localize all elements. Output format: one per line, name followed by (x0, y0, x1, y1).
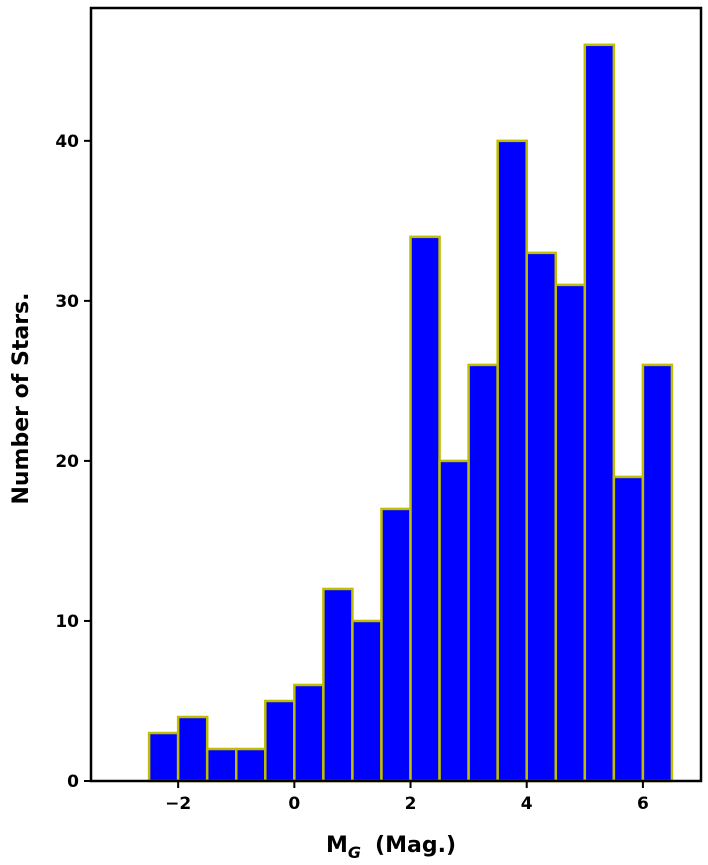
histogram-bar (583, 43, 616, 783)
histogram-bar (641, 363, 674, 783)
histogram-bar (322, 587, 354, 783)
histogram-bar (525, 251, 558, 783)
histogram-bar (380, 507, 412, 783)
x-tick-label: 0 (288, 794, 300, 814)
histogram-bar (496, 139, 528, 783)
histogram-bar (264, 699, 296, 783)
histogram-bar (147, 731, 180, 783)
y-tick-label: 10 (55, 612, 79, 632)
x-ticks: −2 0 2 4 6 (165, 781, 649, 814)
y-axis-label: Number of Stars. (9, 292, 34, 504)
x-tick-label: 6 (637, 794, 649, 814)
histogram-bar (612, 475, 645, 783)
histogram-bar (409, 235, 441, 783)
x-tick-label: 4 (521, 794, 533, 814)
x-axis-label: MG (Mag.) (326, 833, 456, 862)
y-tick-label: 30 (55, 292, 79, 312)
x-axis-label-units: (Mag.) (375, 833, 456, 858)
histogram-bar (467, 363, 499, 783)
histogram-bar (554, 283, 587, 783)
x-tick-label: −2 (165, 794, 191, 814)
histogram-bar (438, 459, 470, 783)
x-axis-label-subscript: G (348, 843, 361, 862)
y-tick-label: 0 (67, 772, 79, 792)
x-tick-label: 2 (405, 794, 417, 814)
y-tick-label: 20 (55, 452, 79, 472)
bars-group (147, 43, 674, 783)
plot-frame (89, 6, 703, 783)
y-tick-label: 40 (55, 132, 79, 152)
histogram-bar (176, 715, 209, 783)
y-ticks: 0 10 20 30 40 (55, 132, 91, 792)
x-axis-label-main: M (326, 833, 348, 858)
histogram-bar (234, 747, 267, 783)
histogram-bar (293, 683, 325, 783)
histogram-bar (351, 619, 383, 783)
histogram-bar (205, 747, 238, 783)
